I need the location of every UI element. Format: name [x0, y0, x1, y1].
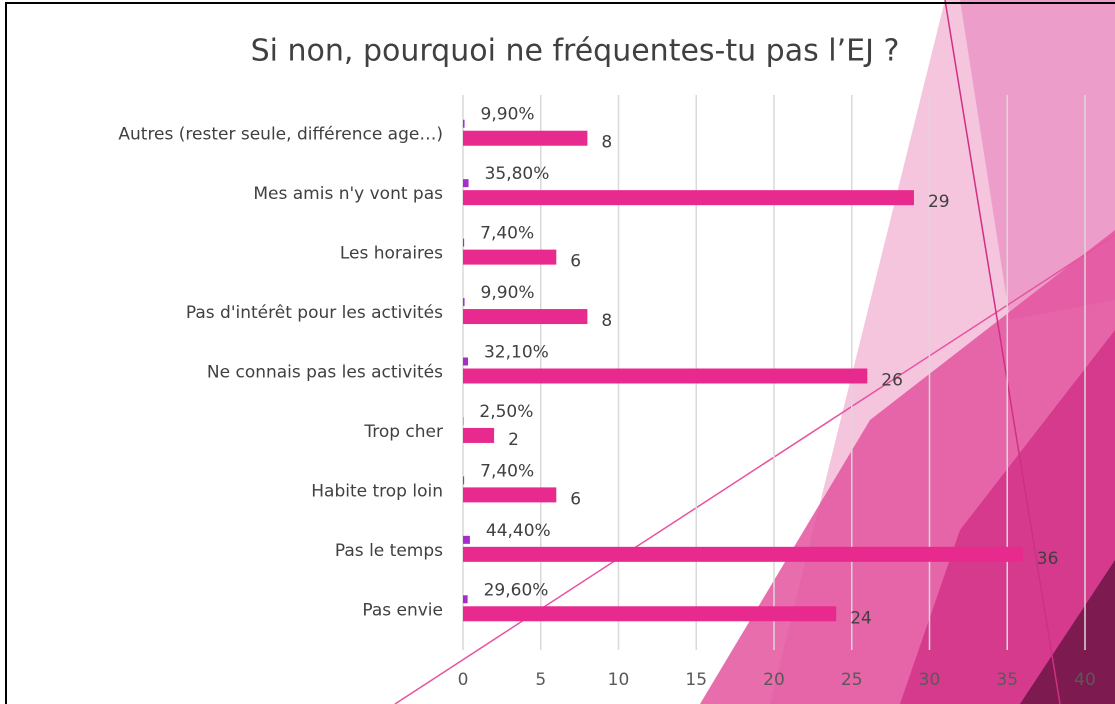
slide: Si non, pourquoi ne fréquentes-tu pas l’…: [0, 0, 1115, 704]
data-label: 36: [1037, 549, 1059, 569]
y-tick-label: Pas le temps: [335, 541, 443, 561]
bar: [463, 190, 914, 205]
data-label: 29: [928, 192, 950, 212]
y-tick-label: Mes amis n'y vont pas: [253, 184, 443, 204]
x-tick-label: 15: [685, 670, 707, 690]
data-label: 8: [601, 133, 612, 153]
data-label: 44,40%: [486, 521, 551, 541]
data-label: 29,60%: [484, 580, 549, 600]
bar: [463, 239, 464, 247]
y-tick-label: Trop cher: [363, 422, 443, 442]
bar: [463, 250, 556, 265]
bar: [463, 131, 587, 146]
chart-title: Si non, pourquoi ne fréquentes-tu pas l’…: [251, 34, 900, 69]
data-label: 24: [850, 608, 872, 628]
data-label: 6: [570, 252, 581, 272]
x-tick-label: 0: [458, 670, 469, 690]
bar: [463, 606, 836, 621]
bar: [463, 536, 470, 544]
bar: [463, 595, 468, 603]
bar: [463, 547, 1023, 562]
bar: [463, 369, 867, 384]
bar: [463, 428, 494, 443]
data-label: 9,90%: [481, 283, 535, 303]
data-label: 35,80%: [485, 164, 550, 184]
bar: [463, 358, 468, 366]
data-label: 7,40%: [480, 461, 534, 481]
data-label: 2: [508, 430, 519, 450]
x-tick-label: 20: [763, 670, 785, 690]
x-tick-label: 5: [535, 670, 546, 690]
y-tick-label: Ne connais pas les activités: [207, 363, 443, 383]
x-tick-label: 25: [841, 670, 863, 690]
data-label: 2,50%: [479, 402, 533, 422]
x-tick-label: 30: [919, 670, 941, 690]
bar: [463, 298, 465, 306]
bar: [463, 179, 469, 187]
bar: [463, 120, 465, 128]
x-tick-label: 35: [996, 670, 1018, 690]
x-tick-label: 10: [608, 670, 630, 690]
data-label: 26: [881, 371, 903, 391]
y-tick-label: Pas envie: [362, 600, 443, 620]
page: {"chart_data": {"type": "bar", "orientat…: [0, 0, 1115, 704]
y-tick-label: Pas d'intérêt pour les activités: [186, 303, 443, 323]
data-label: 32,10%: [484, 343, 549, 363]
y-tick-label: Autres (rester seule, différence age…): [118, 125, 443, 145]
data-label: 9,90%: [481, 105, 535, 125]
bar: [463, 476, 464, 484]
bar: [463, 309, 587, 324]
y-tick-label: Habite trop loin: [311, 481, 443, 501]
data-label: 7,40%: [480, 224, 534, 244]
x-tick-label: 40: [1074, 670, 1096, 690]
bar: [463, 487, 556, 502]
y-tick-label: Les horaires: [340, 244, 443, 264]
data-label: 8: [601, 311, 612, 331]
data-label: 6: [570, 489, 581, 509]
